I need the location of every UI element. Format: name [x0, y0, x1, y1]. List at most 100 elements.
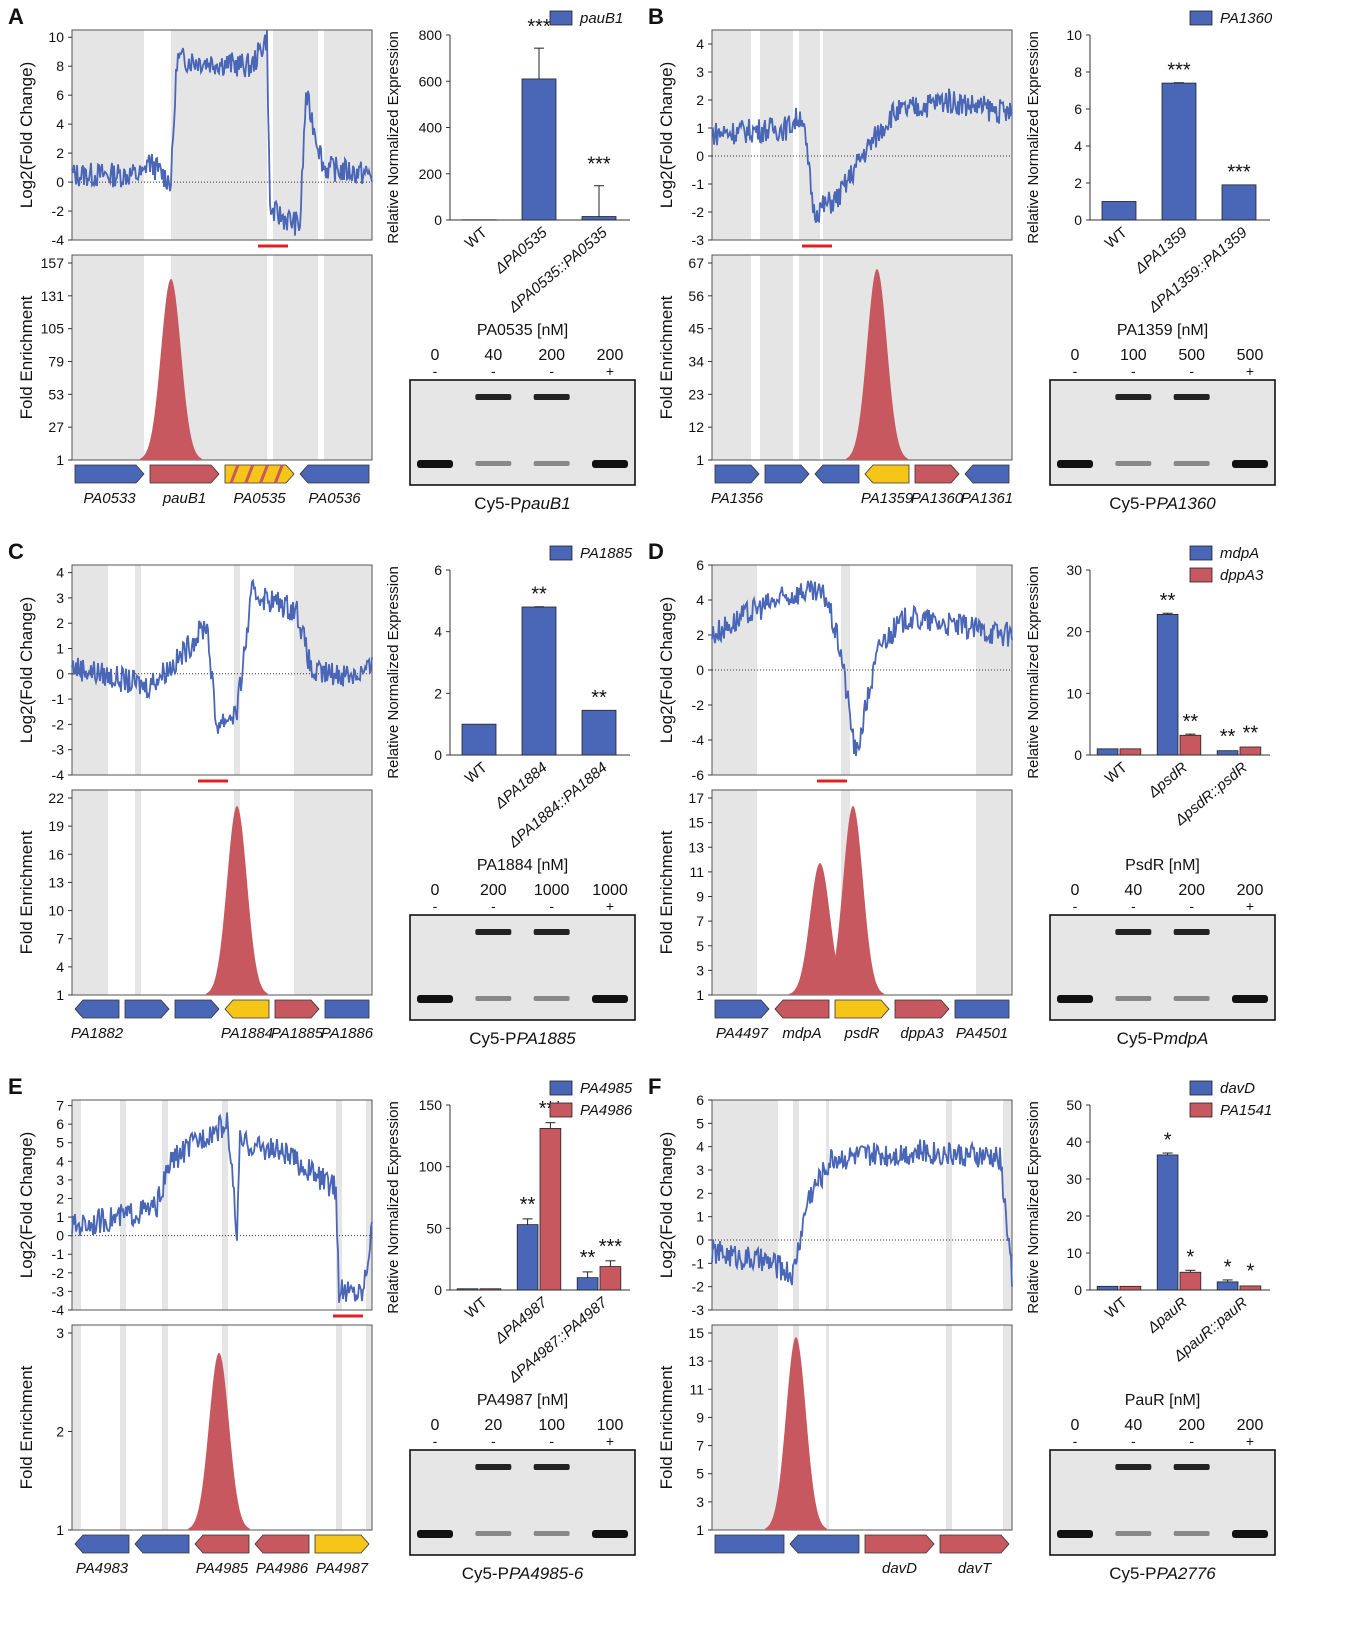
free-probe-band: [592, 995, 628, 1003]
y-tick-label: 8: [1074, 64, 1082, 80]
track-border: [71, 1099, 373, 1311]
gene-arrow: [224, 999, 270, 1019]
y-tick-label: 2: [1074, 175, 1082, 191]
y-tick-label: 8: [56, 58, 64, 74]
probe-prefix: Cy5-P: [474, 494, 521, 513]
gel-title: PA1884 [nM]: [477, 857, 568, 874]
gene-arrow: [894, 999, 950, 1019]
y-tick-label: 0: [696, 662, 704, 678]
significance-mark: **: [1183, 711, 1199, 733]
y-tick-label: 6: [1074, 101, 1082, 117]
y-tick-label: 79: [48, 354, 64, 370]
shifted-band: [1173, 1464, 1210, 1470]
y-tick-label: 5: [696, 1466, 704, 1482]
legend-swatch: [1189, 10, 1213, 26]
gel-probe-label: Cy5-PpauB1: [474, 494, 570, 513]
y-tick-label: 1: [56, 1522, 64, 1538]
free-probe-band: [417, 995, 453, 1003]
gene-label: PA1884: [221, 1025, 273, 1042]
gel-competitor: -: [1073, 1433, 1078, 1449]
legend-label: PA4985: [580, 1080, 633, 1097]
gel-competitor: -: [1189, 363, 1194, 379]
y-tick-label: 2: [56, 1424, 64, 1440]
y-tick-label: -2: [692, 1279, 705, 1295]
gene-arrow: [274, 999, 320, 1019]
y-tick-label: 7: [56, 931, 64, 947]
gene-label: PA1360: [911, 490, 964, 507]
y-tick-label: 23: [688, 386, 704, 402]
track-gap: [952, 1100, 1003, 1310]
free-probe-band: [1057, 460, 1093, 468]
log2-track: 10 8 6 4 2 0 -2 -4 Log2(Fold Change): [17, 29, 373, 248]
legend-label: PA1885: [580, 545, 633, 562]
legend-swatch: [1189, 545, 1213, 561]
track-gap: [820, 30, 823, 240]
legend-swatch: [1189, 1080, 1213, 1096]
y-tick-label: 1: [696, 120, 704, 136]
significance-mark: **: [520, 1194, 536, 1216]
y-tick-label: 5: [696, 1115, 704, 1131]
bar-axis-title: Relative Normalized Expression: [1025, 1101, 1042, 1314]
free-probe-band: [417, 460, 453, 468]
track-gap: [81, 1325, 120, 1530]
legend-swatch: [549, 1102, 573, 1118]
gene-label: davT: [958, 1560, 993, 1577]
gel-concentration: 100: [538, 1417, 565, 1434]
bar: [1179, 734, 1202, 756]
y-tick-label: 0: [696, 1232, 704, 1248]
gene-arrow: [714, 999, 770, 1019]
y-tick-label: 19: [48, 818, 64, 834]
y-tick-label: 1: [696, 1522, 704, 1538]
category-label: WT: [1102, 224, 1131, 252]
track-gap: [228, 1325, 336, 1530]
expression-bar-chart: 10 8 6 4 2 0 Relative Normalized Expression ***…: [1025, 10, 1273, 317]
gel-probe-label: Cy5-PmdpA: [1117, 1029, 1209, 1048]
y-tick-label: 0: [1074, 1282, 1082, 1298]
y-tick-label: 0: [434, 1282, 442, 1298]
category-label: WT: [462, 1294, 491, 1322]
y-tick-label: 0: [56, 666, 64, 682]
significance-mark: ***: [1167, 60, 1191, 82]
gene-arrow: [194, 1534, 250, 1554]
gel-competitor: -: [1189, 1433, 1194, 1449]
y-tick-label: 3: [56, 1172, 64, 1188]
bar: [581, 709, 617, 756]
shifted-band: [533, 1464, 570, 1470]
gene-label: davD: [882, 1560, 917, 1577]
gene-label: PA0536: [308, 490, 361, 507]
probe-name: PA1885: [517, 1029, 577, 1048]
gene-hatch-stripe: [229, 464, 240, 484]
gene-arrow: [834, 999, 890, 1019]
y-tick-label: 1: [56, 640, 64, 656]
y-tick-label: 1: [56, 1209, 64, 1225]
gene-label: PA1886: [321, 1025, 374, 1042]
significance-mark: *: [1187, 1247, 1195, 1269]
y-tick-label: 13: [48, 874, 64, 890]
log2-signal-line: [711, 1139, 1013, 1287]
fold-axis-title: Fold Enrichment: [657, 295, 676, 419]
y-tick-label: 0: [434, 747, 442, 763]
track-gap: [793, 30, 799, 240]
bar-axis-title: Relative Normalized Expression: [1025, 31, 1042, 244]
free-probe-band: [1232, 1530, 1268, 1538]
gene-arrow: [314, 1534, 370, 1554]
y-tick-label: 0: [1074, 212, 1082, 228]
y-tick-label: 13: [688, 1353, 704, 1369]
gel-concentration: 20: [484, 1417, 502, 1434]
log2-track: 7 6 5 4 3 2 1 0 -1 -2 -3 -4 Log2(Fold Change): [17, 1098, 373, 1318]
y-tick-label: 6: [56, 1116, 64, 1132]
fold-axis-title: Fold Enrichment: [17, 295, 36, 419]
significance-mark: *: [1247, 1260, 1255, 1282]
gel-probe-label: Cy5-PPA2776: [1109, 1564, 1216, 1583]
log2-axis-title: Log2(Fold Change): [657, 62, 676, 208]
panel-letter: F: [648, 1074, 662, 1099]
gel-image: [409, 914, 636, 1021]
y-tick-label: 56: [688, 288, 704, 304]
y-tick-label: 5: [696, 938, 704, 954]
gene-label: PA4983: [76, 1560, 129, 1577]
y-tick-label: 4: [696, 1139, 704, 1155]
y-tick-label: 6: [696, 557, 704, 573]
y-tick-label: 3: [696, 962, 704, 978]
track-border: [711, 1324, 1013, 1531]
